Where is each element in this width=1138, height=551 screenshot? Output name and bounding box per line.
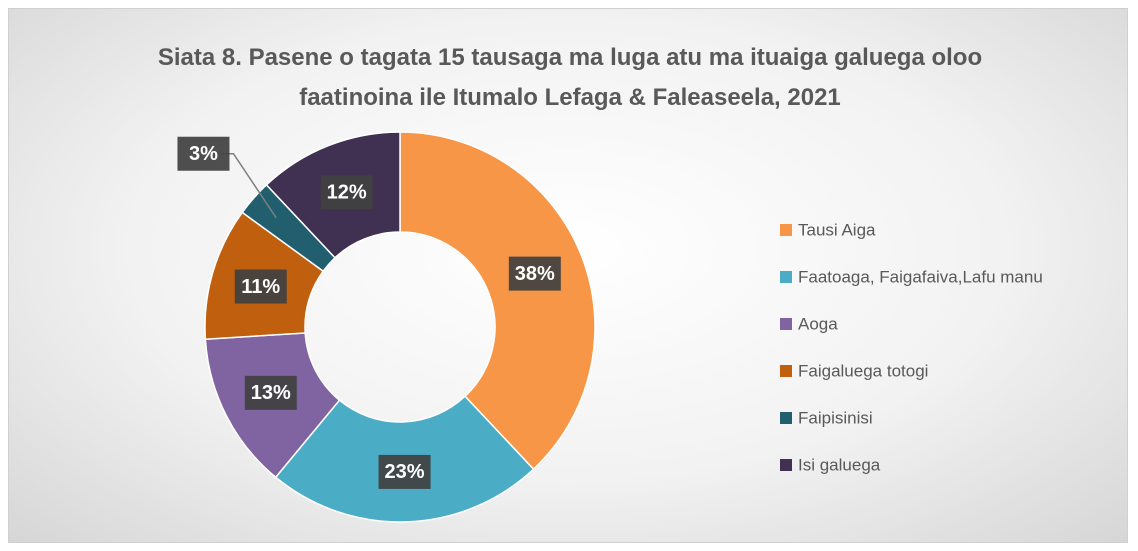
- data-label: 23%: [385, 461, 425, 483]
- data-label: 13%: [251, 382, 291, 404]
- data-label: 3%: [189, 143, 218, 165]
- legend-label: Faatoaga, Faigafaiva,Lafu manu: [798, 267, 1043, 286]
- chart-title: Siata 8. Pasene o tagata 15 tausaga ma l…: [157, 44, 983, 111]
- legend-label: Faigaluega totogi: [798, 361, 928, 380]
- data-label-box: [378, 454, 431, 489]
- data-label-box: [234, 269, 287, 304]
- legend-label: Tausi Aiga: [798, 220, 876, 239]
- legend-swatch: [780, 271, 792, 283]
- legend-swatch: [780, 459, 792, 471]
- legend-label: Isi galuega: [798, 455, 881, 474]
- legend-swatch: [780, 318, 792, 330]
- data-label: 38%: [515, 263, 555, 285]
- data-label: 12%: [327, 181, 367, 203]
- legend-label: Aoga: [798, 314, 838, 333]
- data-label-box: [177, 136, 230, 171]
- legend-swatch: [780, 365, 792, 377]
- data-label-box: [244, 375, 297, 410]
- data-label-box: [508, 256, 561, 291]
- data-label: 11%: [241, 276, 280, 298]
- legend-swatch: [780, 412, 792, 424]
- legend-swatch: [780, 224, 792, 236]
- donut-segment: [399, 131, 596, 471]
- legend-label: Faipisinisi: [798, 408, 873, 427]
- data-label-box: [320, 175, 373, 210]
